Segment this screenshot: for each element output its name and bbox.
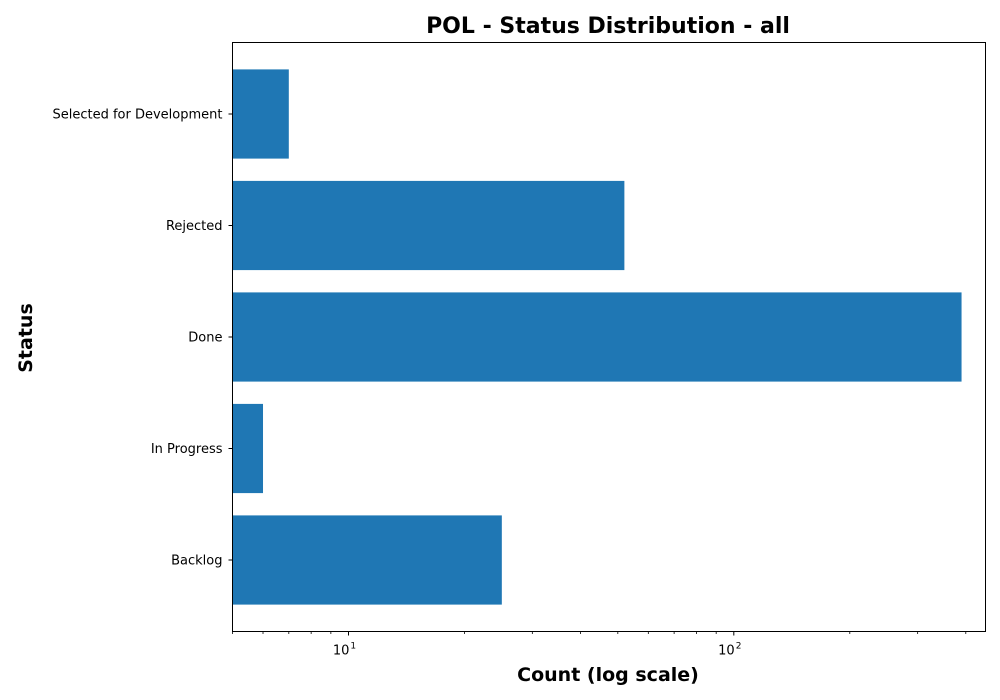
y-tick-label-in-progress: In Progress	[151, 442, 223, 457]
chart-title: POL - Status Distribution - all	[426, 14, 790, 39]
y-tick-label-rejected: Rejected	[166, 219, 223, 234]
y-tick-label-backlog: Backlog	[171, 554, 222, 569]
x-axis-label: Count (log scale)	[517, 664, 699, 686]
bar-rejected	[232, 180, 625, 271]
bar-in-progress	[232, 403, 264, 494]
bar-backlog	[232, 515, 502, 605]
x-axis: 101 102	[232, 631, 967, 659]
bar-selected-for-development	[232, 69, 289, 159]
y-axis-label: Status	[15, 303, 37, 373]
y-axis: Backlog In Progress Done Rejected Selected f…	[52, 108, 233, 569]
bars-group	[232, 69, 962, 605]
y-tick-label-selected-for-development: Selected for Development	[52, 108, 222, 123]
bar-done	[232, 292, 962, 382]
x-tick-label: 102	[718, 642, 741, 659]
y-tick-label-done: Done	[188, 331, 222, 346]
x-tick-label: 101	[333, 642, 356, 659]
